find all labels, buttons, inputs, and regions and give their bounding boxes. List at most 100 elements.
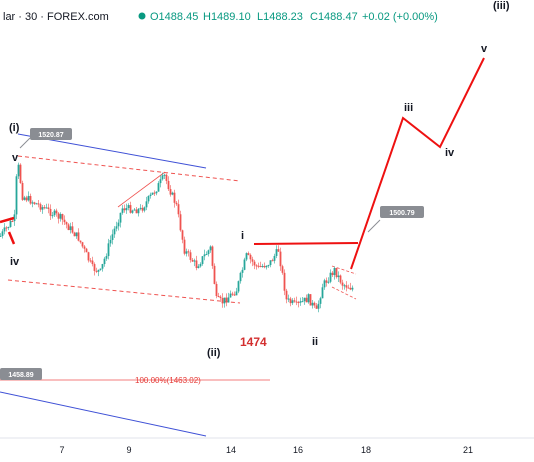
candle-body [157, 183, 160, 192]
candle-body [0, 235, 2, 237]
candle-body [59, 214, 62, 219]
time-axis: 7 9 14 16 18 21 [0, 437, 534, 455]
price-tag-1458: 1458.89 [0, 368, 42, 380]
candle-body [15, 176, 18, 215]
candle-body [81, 242, 84, 247]
resistance-line [253, 242, 359, 245]
candle-body [137, 208, 140, 214]
wave-label-i: i [241, 230, 244, 242]
candle-body [171, 192, 174, 195]
candle-body [23, 197, 26, 200]
candle-body [227, 297, 230, 303]
candle-body [73, 232, 76, 237]
candle-body [339, 275, 342, 283]
candle-body [349, 287, 352, 290]
candle-body [211, 246, 214, 266]
candlestick-series [0, 162, 354, 313]
candle-body [45, 207, 48, 209]
ohlc-high: H1489.10 [203, 11, 251, 23]
candle-body [305, 297, 308, 303]
candle-body [99, 268, 102, 270]
candle-body [191, 259, 194, 262]
wave-label-iii: iii [404, 102, 413, 114]
candle-body [235, 291, 238, 296]
candle-body [341, 282, 344, 286]
candle-body [111, 234, 114, 240]
candle-body [249, 254, 252, 260]
candle-body [179, 214, 182, 231]
candle-body [109, 239, 112, 244]
wave-label-v-proj: v [481, 43, 488, 55]
candle-body [267, 265, 270, 267]
candle-body [101, 264, 104, 269]
price-tag-1520: 1520.87 [19, 128, 72, 149]
candle-body [151, 192, 154, 195]
candle-body [247, 253, 250, 255]
candle-body [311, 302, 314, 306]
candle-body [193, 260, 196, 262]
wave-label-ii: ii [312, 336, 318, 348]
candle-body [309, 294, 312, 306]
candle-body [263, 265, 266, 268]
candle-body [185, 251, 188, 254]
candle-body [121, 208, 124, 213]
lower-channel-line [0, 391, 207, 437]
wave-iv-line [7, 231, 16, 245]
candle-body [259, 266, 262, 268]
candle-body [351, 287, 354, 290]
candle-body [331, 272, 334, 276]
candle-body [217, 296, 220, 298]
candle-body [251, 259, 254, 262]
candle-body [79, 240, 82, 243]
candle-body [187, 251, 190, 253]
candle-body [13, 214, 16, 222]
candle-body [113, 228, 116, 235]
candle-body [159, 179, 162, 184]
candle-body [25, 197, 28, 201]
candle-body [183, 239, 186, 254]
candle-body [239, 272, 242, 282]
candle-body [195, 260, 198, 269]
candle-body [117, 222, 120, 227]
candle-body [307, 294, 310, 303]
candle-body [91, 260, 94, 265]
candle-body [61, 214, 64, 220]
candle-body [273, 255, 276, 261]
candle-body [245, 253, 248, 260]
candle-body [277, 249, 280, 252]
candle-body [313, 302, 316, 306]
candle-body [223, 297, 226, 304]
candle-body [265, 265, 268, 268]
candle-body [293, 300, 296, 302]
candle-body [57, 213, 60, 219]
svg-text:1520.87: 1520.87 [38, 132, 63, 139]
candle-body [161, 175, 164, 180]
candle-body [173, 192, 176, 203]
candle-body [29, 195, 32, 204]
projection-polyline [350, 57, 485, 270]
candle-body [335, 267, 338, 278]
candle-body [225, 297, 228, 303]
candle-body [255, 265, 258, 267]
candle-body [53, 210, 56, 216]
candle-body [43, 207, 46, 209]
candle-body [139, 207, 142, 209]
candle-body [153, 192, 156, 194]
candle-body [11, 221, 14, 223]
candle-body [289, 298, 292, 304]
fib-extension-label: 100.00%(1463.02) [135, 376, 201, 385]
wave-label-iii-paren: (iii) [493, 0, 510, 12]
candle-body [271, 260, 274, 262]
candle-body [283, 272, 286, 291]
candle-body [229, 293, 232, 298]
lower-dashed-channel [7, 279, 241, 304]
target-label: 1474 [240, 335, 267, 349]
x-tick-label: 18 [361, 445, 371, 455]
x-tick-label: 16 [293, 445, 303, 455]
candle-body [337, 275, 340, 278]
candle-body [343, 285, 346, 287]
x-tick-label: 21 [463, 445, 473, 455]
candle-body [155, 191, 158, 194]
candle-body [257, 265, 260, 267]
